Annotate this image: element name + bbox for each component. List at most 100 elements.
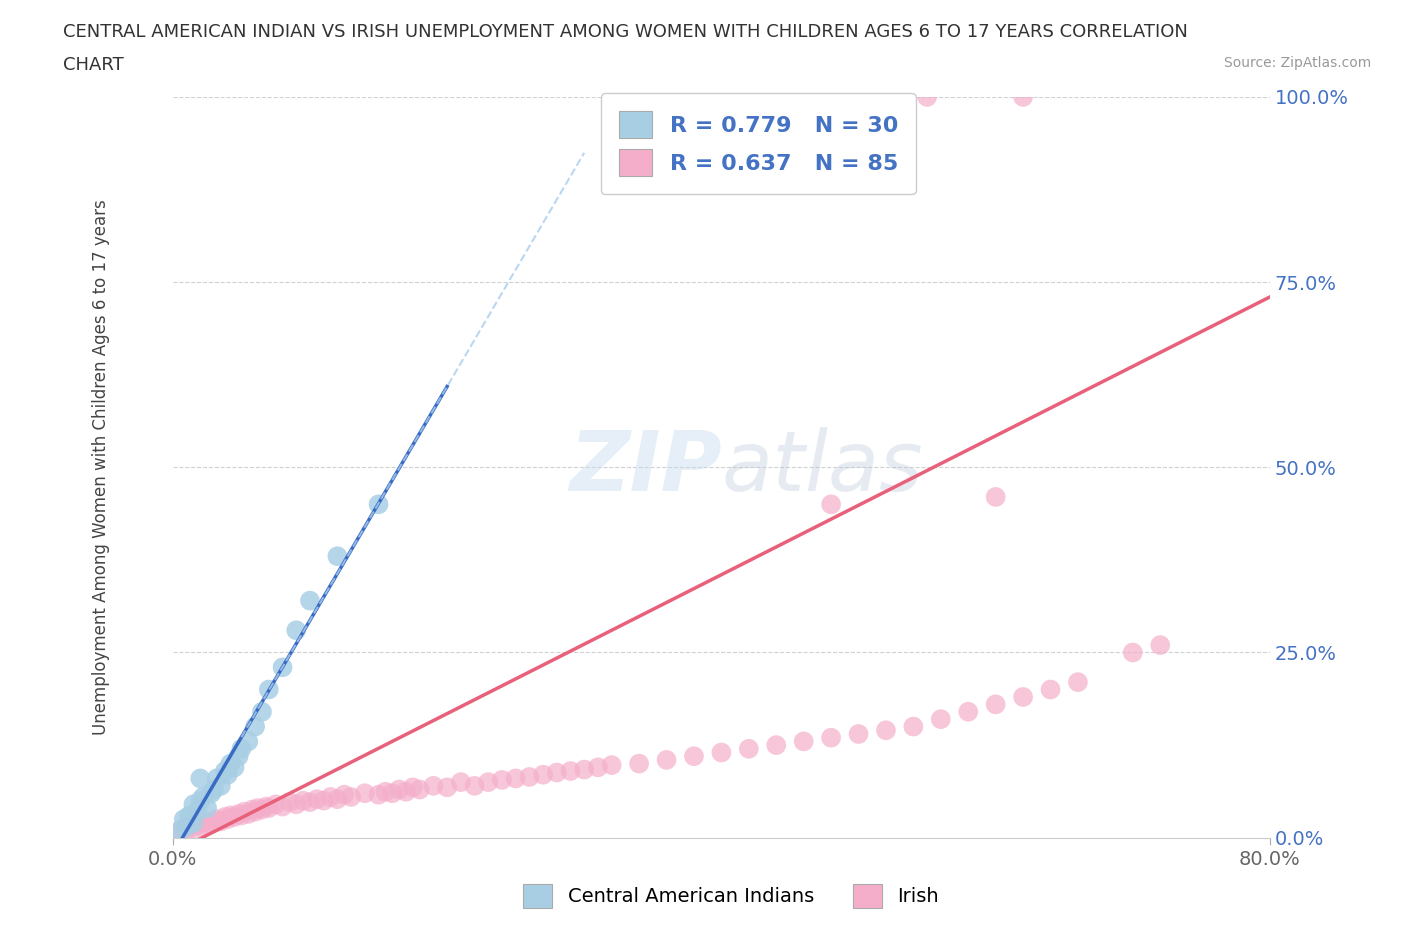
Point bbox=[250, 704, 273, 719]
Point bbox=[233, 804, 256, 819]
Point bbox=[183, 797, 205, 812]
Point bbox=[285, 797, 308, 812]
Point bbox=[984, 489, 1007, 504]
Point bbox=[477, 775, 499, 790]
Point bbox=[200, 786, 222, 801]
Point bbox=[957, 704, 980, 719]
Point bbox=[422, 778, 444, 793]
Point bbox=[173, 812, 195, 827]
Point bbox=[188, 819, 211, 834]
Point bbox=[285, 623, 308, 638]
Legend: Central American Indians, Irish: Central American Indians, Irish bbox=[515, 876, 948, 916]
Point bbox=[179, 819, 201, 834]
Point bbox=[367, 497, 389, 512]
Point bbox=[169, 823, 191, 838]
Point bbox=[169, 824, 191, 839]
Point bbox=[202, 782, 225, 797]
Point bbox=[820, 497, 842, 512]
Text: Source: ZipAtlas.com: Source: ZipAtlas.com bbox=[1223, 56, 1371, 70]
Point bbox=[765, 737, 787, 752]
Point bbox=[333, 788, 356, 803]
Point bbox=[546, 765, 568, 780]
Point bbox=[298, 593, 321, 608]
Point bbox=[292, 793, 315, 808]
Point bbox=[176, 823, 198, 838]
Point bbox=[875, 723, 897, 737]
Point bbox=[505, 771, 527, 786]
Point bbox=[200, 814, 222, 829]
Point bbox=[450, 775, 472, 790]
Point bbox=[209, 814, 232, 829]
Point bbox=[278, 795, 301, 810]
Point bbox=[710, 745, 733, 760]
Point bbox=[574, 762, 596, 777]
Point bbox=[319, 790, 342, 804]
Legend: R = 0.779   N = 30, R = 0.637   N = 85: R = 0.779 N = 30, R = 0.637 N = 85 bbox=[600, 93, 915, 194]
Text: ZIP: ZIP bbox=[569, 427, 721, 508]
Point bbox=[243, 719, 266, 734]
Point bbox=[271, 799, 294, 814]
Point bbox=[231, 808, 253, 823]
Point bbox=[1149, 638, 1171, 653]
Point bbox=[219, 808, 242, 823]
Point bbox=[191, 790, 214, 804]
Point bbox=[655, 752, 678, 767]
Point bbox=[250, 802, 273, 817]
Point bbox=[560, 764, 582, 778]
Point bbox=[374, 784, 396, 799]
Point bbox=[188, 793, 211, 808]
Point bbox=[298, 795, 321, 810]
Point bbox=[191, 816, 214, 830]
Point bbox=[238, 734, 260, 749]
Point bbox=[408, 782, 430, 797]
Point bbox=[388, 782, 411, 797]
Point bbox=[340, 790, 363, 804]
Point bbox=[1012, 89, 1035, 104]
Point bbox=[600, 758, 623, 773]
Point bbox=[219, 756, 242, 771]
Point bbox=[238, 806, 260, 821]
Point bbox=[848, 89, 870, 104]
Point bbox=[217, 812, 239, 827]
Point bbox=[402, 780, 425, 795]
Point bbox=[195, 801, 218, 816]
Point bbox=[367, 788, 389, 803]
Point bbox=[436, 780, 458, 795]
Point bbox=[848, 726, 870, 741]
Point bbox=[915, 89, 938, 104]
Point bbox=[217, 767, 239, 782]
Point bbox=[464, 778, 486, 793]
Text: CENTRAL AMERICAN INDIAN VS IRISH UNEMPLOYMENT AMONG WOMEN WITH CHILDREN AGES 6 T: CENTRAL AMERICAN INDIAN VS IRISH UNEMPLO… bbox=[63, 23, 1188, 41]
Point bbox=[491, 773, 513, 788]
Point bbox=[202, 816, 225, 830]
Point bbox=[188, 771, 211, 786]
Point bbox=[984, 697, 1007, 711]
Point bbox=[205, 812, 228, 827]
Point bbox=[224, 760, 246, 775]
Point bbox=[1012, 689, 1035, 704]
Point bbox=[183, 816, 205, 830]
Point bbox=[1067, 674, 1090, 689]
Point bbox=[205, 771, 228, 786]
Point bbox=[1122, 645, 1144, 660]
Point bbox=[186, 817, 208, 831]
Point bbox=[183, 821, 205, 836]
Point bbox=[683, 749, 706, 764]
Point bbox=[209, 778, 232, 793]
Point bbox=[271, 660, 294, 675]
Point bbox=[228, 749, 250, 764]
Point bbox=[243, 804, 266, 819]
Point bbox=[257, 682, 280, 697]
Point bbox=[326, 549, 349, 564]
Point bbox=[305, 791, 328, 806]
Point bbox=[586, 760, 609, 775]
Point bbox=[820, 730, 842, 745]
Point bbox=[312, 793, 335, 808]
Point bbox=[173, 821, 195, 836]
Point bbox=[257, 801, 280, 816]
Text: atlas: atlas bbox=[721, 427, 922, 508]
Point bbox=[519, 769, 541, 784]
Point bbox=[326, 791, 349, 806]
Point bbox=[224, 809, 246, 824]
Point bbox=[793, 734, 815, 749]
